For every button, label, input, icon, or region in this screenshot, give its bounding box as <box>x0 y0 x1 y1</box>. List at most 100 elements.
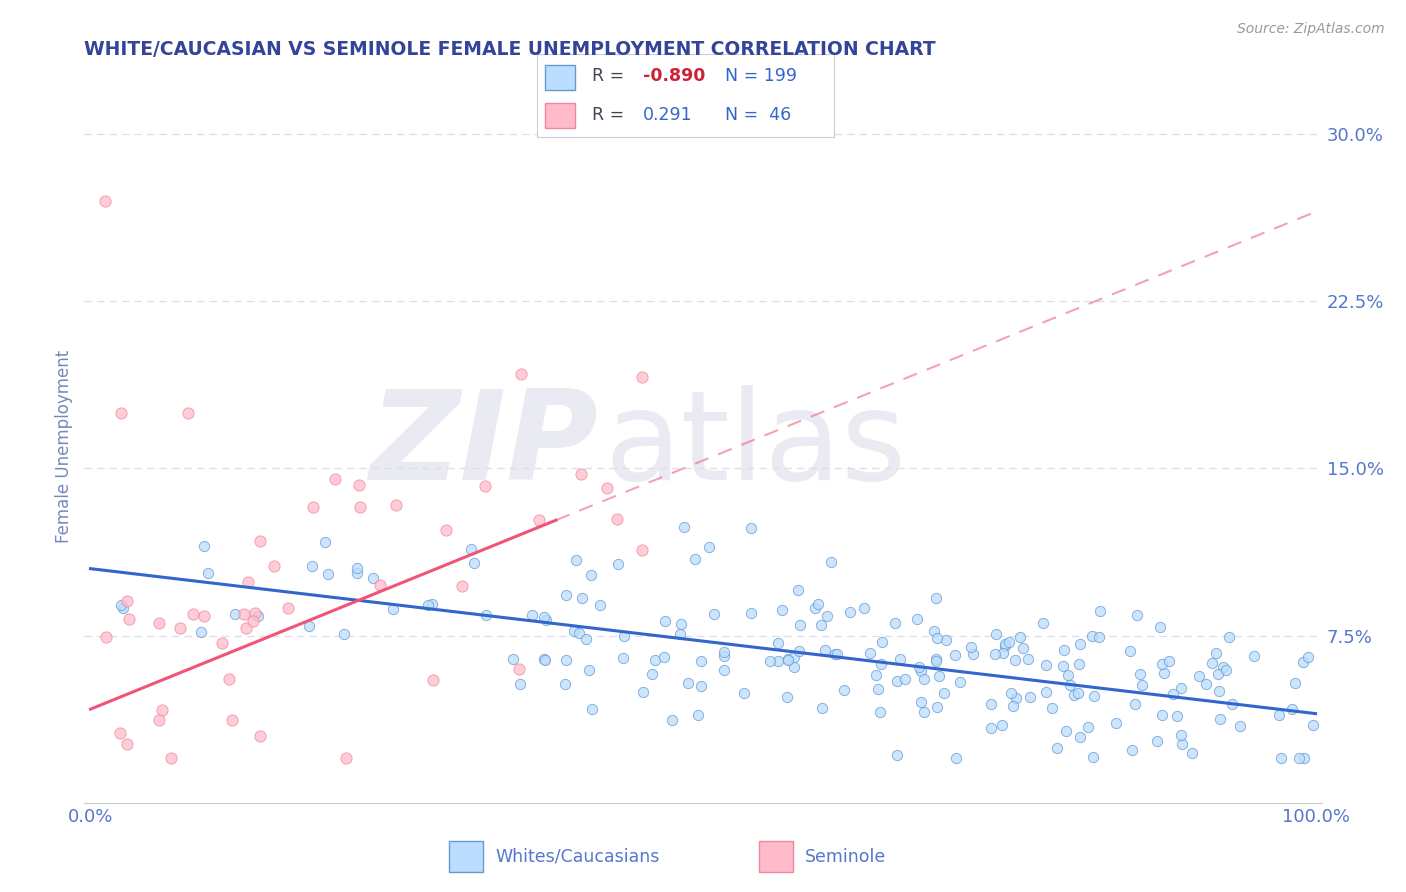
Point <box>789 617 811 632</box>
Point <box>925 591 948 605</box>
Point <box>110 599 132 613</box>
Point <box>579 568 602 582</box>
Point <box>1170 737 1192 751</box>
Point <box>148 713 170 727</box>
Point <box>221 713 243 727</box>
Point <box>1069 730 1091 744</box>
Point <box>1152 707 1174 722</box>
Point <box>325 473 347 487</box>
Point <box>787 644 810 658</box>
Point <box>332 626 354 640</box>
Point <box>420 597 443 611</box>
Point <box>787 582 810 597</box>
Point <box>641 667 664 681</box>
Point <box>740 521 762 535</box>
Point <box>759 654 782 668</box>
Point <box>1170 728 1192 742</box>
Point <box>991 718 1014 732</box>
Point <box>111 601 134 615</box>
Point <box>1005 690 1028 705</box>
Text: N = 199: N = 199 <box>724 67 797 85</box>
Point <box>1166 709 1188 723</box>
Point <box>1218 630 1240 644</box>
Point <box>994 637 1017 651</box>
Point <box>555 653 578 667</box>
Point <box>263 558 285 573</box>
Point <box>859 647 882 661</box>
Point <box>884 615 907 630</box>
Y-axis label: Female Unemployment: Female Unemployment <box>55 350 73 542</box>
Point <box>949 675 972 690</box>
Point <box>190 624 212 639</box>
Point <box>169 621 191 635</box>
Point <box>347 478 370 492</box>
Point <box>945 751 967 765</box>
Point <box>346 561 368 575</box>
Point <box>1292 751 1315 765</box>
Point <box>460 542 482 557</box>
Point <box>893 672 915 686</box>
Point <box>1081 629 1104 643</box>
Text: N =  46: N = 46 <box>724 106 792 124</box>
Point <box>1126 608 1149 623</box>
Point <box>776 690 799 704</box>
Point <box>778 653 800 667</box>
Point <box>810 617 832 632</box>
Point <box>820 555 842 569</box>
Point <box>589 598 612 612</box>
Point <box>1215 664 1237 678</box>
Point <box>1077 720 1099 734</box>
Point <box>1205 646 1227 660</box>
Point <box>1132 678 1154 692</box>
FancyBboxPatch shape <box>450 841 484 872</box>
Point <box>1129 667 1152 681</box>
Point <box>368 578 391 592</box>
Point <box>928 668 950 682</box>
Point <box>814 642 837 657</box>
Point <box>984 648 1007 662</box>
Point <box>865 667 887 681</box>
Point <box>314 534 336 549</box>
Point <box>302 500 325 515</box>
Text: R =: R = <box>592 106 624 124</box>
Point <box>581 701 603 715</box>
Point <box>688 708 710 723</box>
Point <box>235 621 257 635</box>
Point <box>703 607 725 622</box>
Point <box>1119 644 1142 658</box>
Point <box>1206 666 1229 681</box>
Point <box>1208 684 1230 698</box>
Point <box>910 664 932 678</box>
FancyBboxPatch shape <box>546 103 575 128</box>
Point <box>1001 698 1024 713</box>
Point <box>631 684 654 698</box>
Point <box>381 601 404 615</box>
Point <box>595 481 617 495</box>
Point <box>1284 676 1306 690</box>
Point <box>1017 652 1039 666</box>
Point <box>1032 616 1054 631</box>
Point <box>908 659 931 673</box>
Point <box>673 520 696 534</box>
Point <box>1008 630 1031 644</box>
Point <box>783 660 806 674</box>
Point <box>886 747 908 762</box>
Point <box>671 616 693 631</box>
Point <box>912 672 935 686</box>
Point <box>1035 658 1057 673</box>
Point <box>527 513 550 527</box>
Point <box>607 557 630 571</box>
Point <box>384 498 406 512</box>
Point <box>236 575 259 590</box>
Point <box>1302 718 1324 732</box>
Point <box>669 627 692 641</box>
Text: atlas: atlas <box>605 385 905 507</box>
FancyBboxPatch shape <box>537 54 834 137</box>
Point <box>510 368 533 382</box>
Point <box>1220 698 1243 712</box>
Point <box>924 624 946 638</box>
Point <box>115 594 138 608</box>
Point <box>533 652 555 666</box>
Point <box>869 705 891 719</box>
Point <box>993 646 1015 660</box>
